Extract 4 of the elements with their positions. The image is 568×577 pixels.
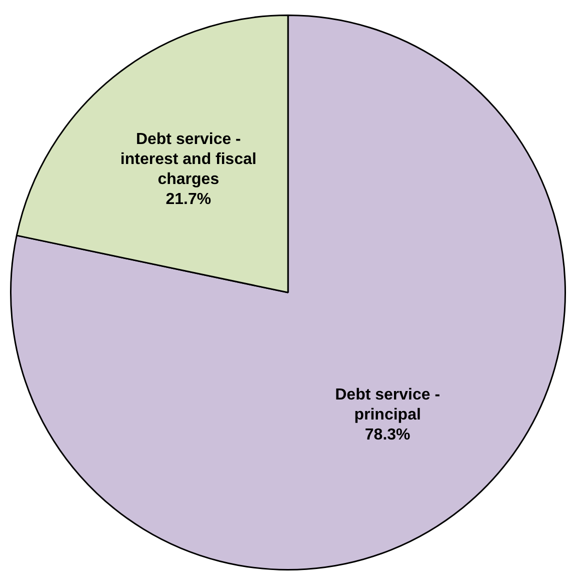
data-label: 21.7% <box>166 191 212 208</box>
slice-label: Debt service - interest and fiscal charges <box>120 131 256 188</box>
data-label: 78.3% <box>364 426 410 444</box>
slice-label: Debt service - principal <box>335 386 440 424</box>
